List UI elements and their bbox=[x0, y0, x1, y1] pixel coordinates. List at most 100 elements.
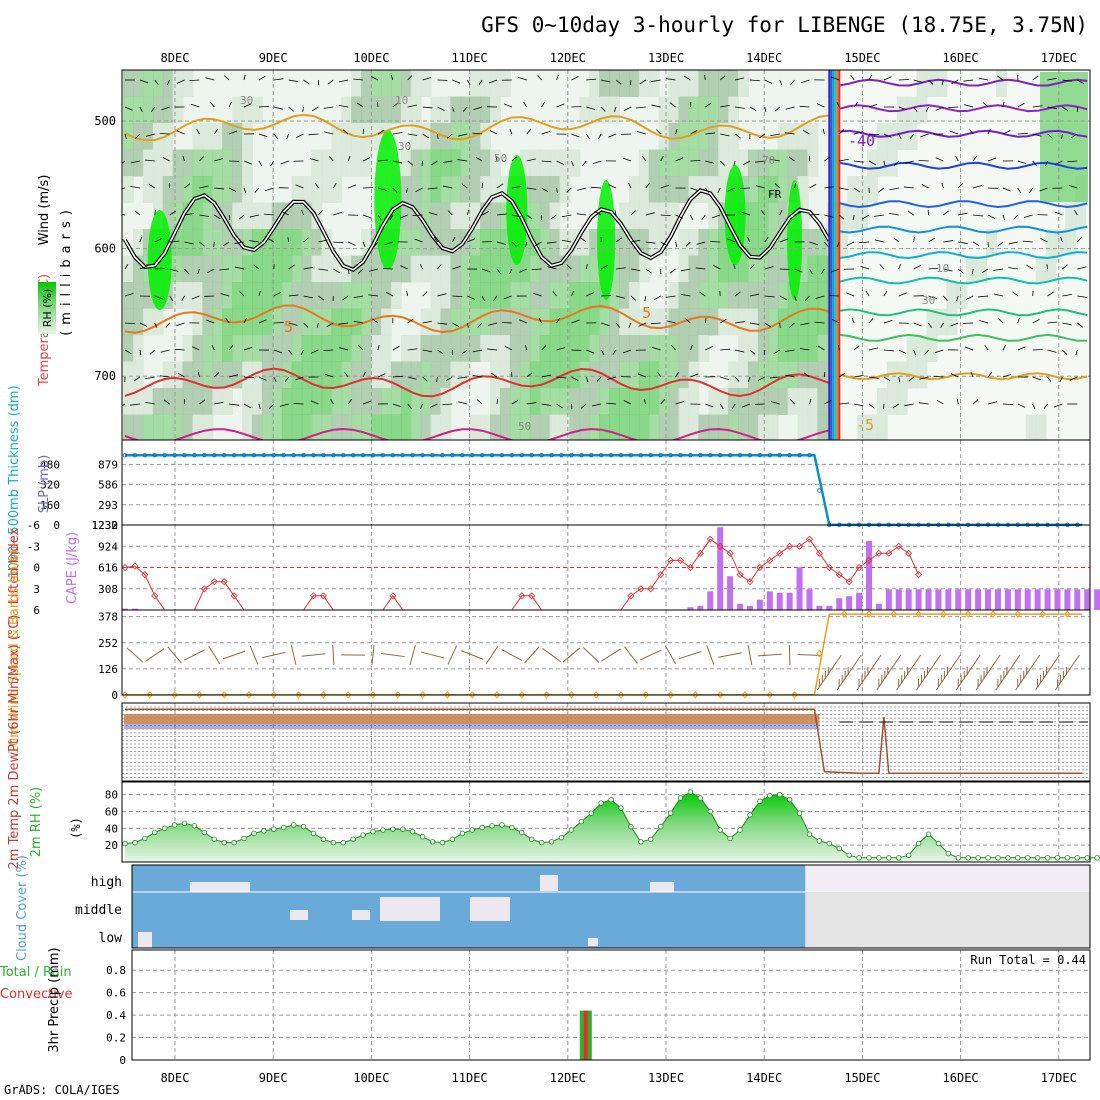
rh-cell bbox=[202, 361, 214, 389]
slp-marker bbox=[251, 452, 257, 458]
wind-barb bbox=[243, 403, 251, 409]
li-marker bbox=[885, 549, 893, 557]
wind-barb bbox=[270, 160, 275, 166]
wind-barb bbox=[371, 644, 375, 666]
wind-barb bbox=[854, 131, 864, 135]
rh2m-marker bbox=[538, 839, 545, 846]
rh-cell bbox=[757, 282, 769, 309]
rh-cell bbox=[251, 282, 263, 309]
wind-barb bbox=[586, 106, 596, 110]
rh-cell bbox=[519, 361, 531, 389]
wind-barb bbox=[660, 241, 668, 247]
wind-marker bbox=[717, 691, 724, 699]
rh-cell bbox=[499, 361, 511, 389]
slp-marker bbox=[152, 452, 157, 458]
wind-marker bbox=[890, 610, 897, 618]
wind-barb bbox=[124, 322, 135, 325]
rh-cell bbox=[182, 414, 194, 440]
rh-cell bbox=[747, 202, 759, 230]
wind-barb bbox=[868, 318, 874, 324]
rh-cell bbox=[351, 70, 363, 97]
wind-barb bbox=[675, 214, 684, 219]
rh-cell bbox=[311, 414, 323, 440]
wind-barb bbox=[533, 292, 542, 297]
rh-cell bbox=[460, 335, 472, 362]
wind-barb bbox=[600, 349, 605, 356]
li-marker bbox=[726, 549, 734, 557]
rh-cell bbox=[450, 202, 462, 230]
wind-barb bbox=[332, 183, 337, 189]
rh-cell bbox=[380, 335, 392, 362]
wind-barb bbox=[636, 131, 646, 135]
wind-barb bbox=[1054, 403, 1063, 408]
wind-barb bbox=[139, 236, 143, 243]
wind-barb bbox=[735, 106, 745, 109]
wind-barb bbox=[710, 241, 721, 243]
rh-cell bbox=[380, 388, 392, 415]
wind-barb bbox=[1022, 240, 1033, 243]
wind-barb bbox=[407, 318, 414, 324]
contour-label: 10 bbox=[395, 94, 408, 107]
rh-cell bbox=[698, 308, 710, 336]
wind-barb bbox=[214, 158, 224, 162]
rh-cell bbox=[162, 388, 174, 415]
wind-barb bbox=[496, 398, 499, 405]
rh-cell bbox=[628, 414, 640, 440]
rh-cell bbox=[351, 149, 363, 177]
rh2m-marker bbox=[429, 839, 436, 845]
wind-barb bbox=[154, 209, 156, 216]
wind-barb bbox=[681, 268, 691, 272]
wind-barb bbox=[940, 322, 944, 328]
wind-barb bbox=[208, 645, 221, 665]
rh-cell bbox=[817, 255, 829, 283]
rh-cell bbox=[728, 414, 740, 440]
wind-barb bbox=[804, 295, 810, 301]
rh-cell bbox=[261, 308, 273, 336]
rh2m-marker bbox=[1084, 855, 1090, 861]
li-marker bbox=[795, 542, 804, 550]
wind-barb bbox=[130, 403, 140, 406]
wind-barb bbox=[244, 376, 254, 379]
wind-barb bbox=[1075, 349, 1078, 356]
rh-cell bbox=[628, 255, 640, 283]
wind-barb bbox=[184, 183, 191, 189]
wind-marker bbox=[841, 610, 848, 618]
wind-barb bbox=[196, 128, 200, 135]
dewpt-band bbox=[124, 724, 820, 729]
wind-barb bbox=[422, 133, 429, 139]
rh-cell bbox=[886, 149, 898, 177]
rh-cell bbox=[470, 123, 482, 150]
wind-barb bbox=[243, 317, 247, 324]
rh-cell bbox=[757, 308, 769, 336]
rh-cell bbox=[599, 388, 611, 415]
wind-barb bbox=[928, 322, 932, 328]
rh-cell bbox=[569, 255, 581, 283]
slp-marker bbox=[648, 452, 653, 458]
wind-barb bbox=[600, 264, 608, 270]
rh-cell bbox=[757, 255, 769, 283]
rh-cell bbox=[172, 361, 184, 389]
cape-bar bbox=[776, 592, 783, 610]
wind-barb bbox=[941, 79, 944, 86]
wind-barb bbox=[997, 75, 1004, 81]
cloud-row-label: high bbox=[91, 875, 122, 890]
rh-cell bbox=[797, 176, 809, 203]
rh-cell bbox=[460, 255, 472, 283]
rh-cell bbox=[271, 255, 283, 283]
rh-cell bbox=[966, 255, 978, 283]
wind-barb bbox=[972, 268, 974, 275]
cape-bar bbox=[975, 589, 982, 610]
rh-cell bbox=[123, 176, 134, 203]
wind-barb bbox=[987, 214, 996, 219]
wind-barb bbox=[645, 241, 656, 244]
wind-marker bbox=[965, 610, 972, 618]
rh-cell bbox=[212, 388, 224, 415]
wind-barb bbox=[338, 105, 349, 108]
wind-barb bbox=[586, 349, 595, 354]
rh-cell bbox=[361, 414, 372, 440]
wind-barb bbox=[472, 132, 483, 135]
rh-cell bbox=[341, 335, 353, 362]
wind-barb bbox=[598, 133, 602, 140]
rh-cell bbox=[837, 202, 849, 230]
rh-cell bbox=[817, 361, 829, 389]
